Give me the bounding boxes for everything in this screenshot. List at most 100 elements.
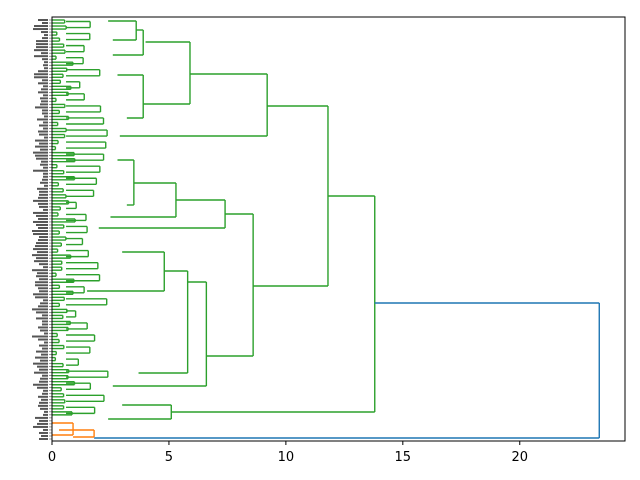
- leaf-label-mark: [33, 233, 48, 236]
- leaf-label-mark: [42, 314, 48, 317]
- leaf-label-mark: [33, 293, 48, 296]
- leaf-label-mark: [37, 118, 48, 121]
- leaf-label-mark: [39, 236, 48, 239]
- leaf-label-mark: [35, 296, 48, 299]
- leaf-label-mark: [42, 109, 48, 112]
- x-axis: 0 5 10 15 20: [48, 441, 528, 465]
- leaf-label-mark: [32, 230, 48, 233]
- leaf-label-mark: [42, 347, 48, 350]
- leaf-label-mark: [43, 166, 48, 169]
- leaf-label-mark: [38, 226, 48, 229]
- leaf-label-mark: [41, 398, 48, 401]
- leaf-label-mark: [38, 202, 48, 205]
- leaf-label-mark: [43, 172, 48, 175]
- leaf-label-mark: [34, 371, 48, 374]
- leaf-label-mark: [36, 311, 48, 314]
- leaf-label-mark: [36, 223, 48, 226]
- leaf-label-mark: [44, 136, 48, 139]
- leaf-label-mark: [36, 242, 48, 245]
- leaf-label-mark: [42, 392, 48, 395]
- leaf-label-mark: [37, 365, 48, 368]
- leaf-label-mark: [33, 383, 48, 386]
- leaf-label-mark: [44, 410, 48, 413]
- leaf-label-mark: [39, 190, 48, 193]
- leaf-label-mark: [35, 245, 48, 248]
- leaf-label-mark: [38, 404, 48, 407]
- leaf-label-mark: [38, 91, 48, 94]
- leaf-label-mark: [36, 46, 48, 49]
- leaf-label-mark: [42, 178, 48, 181]
- leaf-label-mark: [37, 422, 48, 425]
- leaf-label-mark: [43, 266, 48, 269]
- leaf-label-mark: [32, 269, 48, 272]
- leaf-label-mark: [34, 25, 48, 28]
- leaf-label-mark: [36, 40, 48, 43]
- leaf-label-mark: [35, 106, 48, 109]
- leaf-label-mark: [36, 275, 48, 278]
- leaf-label-mark: [33, 199, 48, 202]
- leaf-label-mark: [42, 22, 48, 25]
- leaf-label-mark: [40, 148, 48, 151]
- leaf-label-mark: [33, 362, 48, 365]
- leaf-label-mark: [39, 401, 48, 404]
- leaf-label-mark: [39, 438, 48, 440]
- leaf-label-mark: [38, 217, 48, 220]
- leaf-label-mark: [40, 181, 48, 184]
- leaf-label-mark: [43, 299, 48, 302]
- leaf-label-mark: [43, 85, 48, 88]
- leaf-label-mark: [44, 332, 48, 335]
- leaf-label-mark: [38, 70, 48, 73]
- leaf-label-mark: [33, 220, 48, 223]
- leaf-label-mark: [41, 88, 48, 91]
- leaf-label-mark: [35, 284, 48, 287]
- leaf-label-mark: [32, 308, 48, 311]
- leaf-label-mark: [34, 55, 48, 58]
- leaf-label-mark: [37, 386, 48, 389]
- leaf-label-mark: [33, 151, 48, 154]
- leaf-label-mark: [40, 329, 48, 332]
- leaf-label-mark: [37, 272, 48, 275]
- leaf-label-mark: [34, 260, 48, 263]
- leaf-label-mark: [43, 64, 48, 67]
- leaf-label-mark: [40, 359, 48, 362]
- leaf-label-mark: [41, 353, 48, 356]
- leaf-label-mark: [39, 205, 48, 208]
- x-tick-label: 20: [511, 450, 528, 465]
- leaf-label-mark: [38, 82, 48, 85]
- leaf-label-mark: [38, 287, 48, 290]
- leaf-label-mark: [39, 344, 48, 347]
- leaf-label-mark: [38, 395, 48, 398]
- leaf-label-mark: [42, 37, 48, 40]
- leaf-label-mark: [41, 434, 48, 437]
- leaf-label-mark: [40, 163, 48, 166]
- leaf-label-mark: [36, 317, 48, 320]
- leaf-label-mark: [44, 67, 48, 70]
- leaf-label-mark: [34, 76, 48, 79]
- leaf-label-mark: [44, 34, 48, 37]
- leaf-label-mark: [44, 115, 48, 118]
- leaf-label-mark: [44, 341, 48, 344]
- leaf-label-mark: [43, 389, 48, 392]
- leaf-label-mark: [33, 28, 48, 31]
- leaf-label-mark: [42, 323, 48, 326]
- leaf-label-mark: [37, 187, 48, 190]
- leaf-label-mark: [38, 338, 48, 341]
- leaf-label-mark: [36, 157, 48, 160]
- leaf-label-mark: [38, 130, 48, 133]
- leaf-label-mark: [33, 425, 48, 428]
- leaf-labels: [32, 19, 52, 440]
- leaf-label-mark: [41, 52, 48, 55]
- leaf-label-mark: [35, 281, 48, 284]
- leaf-label-mark: [34, 49, 48, 52]
- leaf-label-mark: [38, 19, 48, 21]
- leaf-label-mark: [39, 263, 48, 266]
- leaf-label-mark: [35, 416, 48, 419]
- leaf-label-mark: [39, 368, 48, 371]
- leaf-label-mark: [38, 239, 48, 242]
- leaf-label-mark: [44, 184, 48, 187]
- leaf-label-mark: [36, 350, 48, 353]
- leaf-label-mark: [32, 335, 48, 338]
- leaf-label-mark: [40, 97, 48, 100]
- leaf-label-mark: [34, 73, 48, 76]
- leaf-label-mark: [40, 103, 48, 106]
